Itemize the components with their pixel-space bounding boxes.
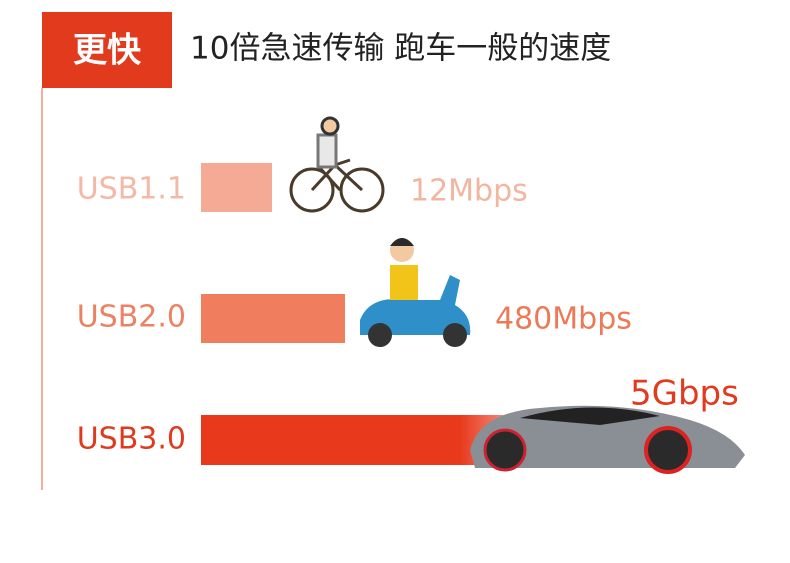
badge-text: 更快 xyxy=(73,31,142,71)
bicycle xyxy=(289,116,385,213)
speed-text: 5Gbps xyxy=(630,374,739,414)
scooter xyxy=(360,238,471,347)
row-label: USB3.0 xyxy=(77,422,186,457)
badge xyxy=(42,12,172,88)
speed-text: 480Mbps xyxy=(495,302,632,337)
row-label: USB2.0 xyxy=(77,300,186,335)
row-label: USB1.1 xyxy=(77,172,186,207)
sports-car xyxy=(470,405,745,474)
speed-bar xyxy=(201,163,272,212)
speed-bar xyxy=(201,294,345,343)
speed-text: 12Mbps xyxy=(410,174,528,209)
title: 10倍急速传输 跑车一般的速度 xyxy=(190,31,611,67)
